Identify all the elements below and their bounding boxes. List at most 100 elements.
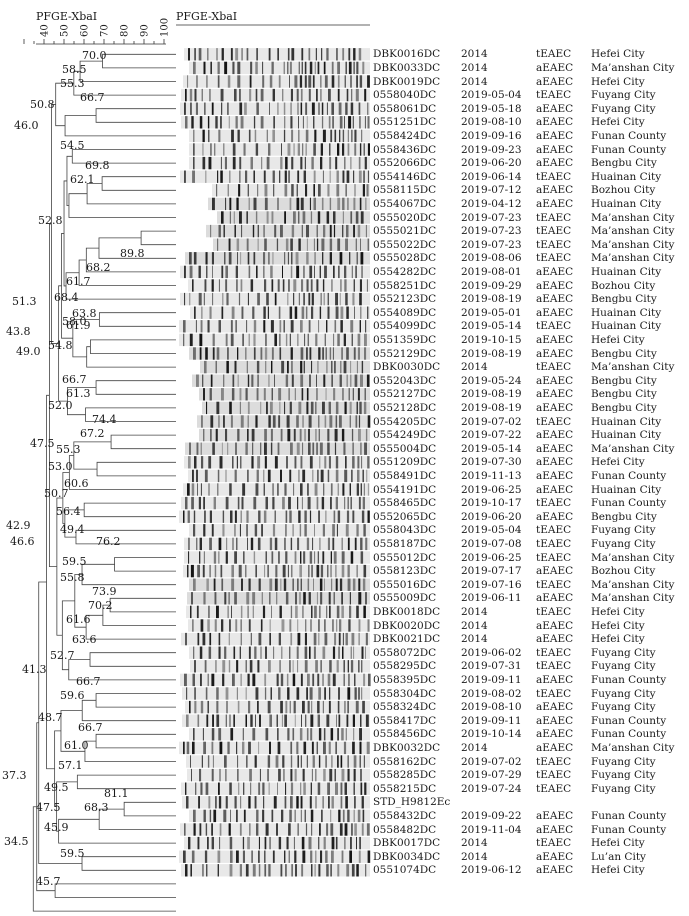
- gel-band: [246, 524, 248, 537]
- gel-band: [266, 129, 268, 143]
- gel-band: [322, 673, 324, 687]
- gel-band: [220, 88, 224, 102]
- gel-band: [276, 592, 278, 605]
- gel-band: [229, 197, 232, 211]
- node-similarity-label: 59.5: [60, 847, 85, 860]
- gel-band: [228, 632, 230, 646]
- dendrogram-branch: [54, 883, 176, 898]
- row-date: 2019-06-12: [461, 864, 522, 877]
- gel-band: [330, 823, 334, 836]
- gel-band: [294, 306, 298, 319]
- node-similarity-label: 62.1: [70, 173, 95, 186]
- gel-band: [241, 578, 243, 591]
- gel-band: [289, 646, 291, 659]
- gel-band: [253, 197, 257, 211]
- gel-band: [323, 483, 325, 496]
- gel-band: [329, 768, 333, 782]
- gel-band: [297, 496, 299, 510]
- gel-band: [324, 578, 325, 591]
- gel-band: [320, 660, 322, 673]
- gel-band: [270, 428, 273, 442]
- gel-band: [345, 61, 347, 75]
- gel-band: [277, 741, 281, 755]
- gel-band: [263, 796, 265, 809]
- gel-band: [229, 782, 232, 795]
- gel-band: [202, 632, 206, 646]
- gel-band: [257, 224, 259, 238]
- gel-band: [211, 673, 215, 687]
- gel-band: [358, 578, 361, 591]
- gel-band: [213, 496, 216, 510]
- gel-band: [291, 864, 293, 877]
- row-date: 2019-05-14: [461, 320, 522, 333]
- gel-lane: [182, 714, 370, 727]
- gel-band: [248, 741, 251, 755]
- gel-band: [317, 782, 321, 795]
- gel-band: [281, 619, 285, 632]
- gel-band: [329, 170, 331, 183]
- gel-band: [291, 252, 293, 265]
- gel-band: [365, 197, 367, 211]
- gel-band: [196, 605, 199, 619]
- row-type: tEAEC: [536, 211, 572, 224]
- gel-band: [303, 782, 306, 795]
- gel-band: [290, 755, 293, 768]
- gel-band: [212, 265, 213, 279]
- gel-band: [240, 619, 242, 632]
- gel-band: [263, 483, 265, 496]
- gel-band: [191, 768, 192, 782]
- dendrogram-branch: [63, 180, 67, 287]
- gel-band: [345, 456, 347, 469]
- gel-band: [269, 836, 271, 850]
- node-similarity-label: 59.5: [62, 555, 87, 568]
- gel-band: [301, 224, 303, 238]
- row-city: Funan County: [591, 129, 667, 142]
- gel-band: [329, 415, 333, 428]
- gel-band: [352, 714, 355, 727]
- gel-band: [237, 496, 240, 510]
- row-date: 2019-06-25: [461, 483, 522, 496]
- gel-band: [324, 415, 327, 428]
- dendrogram-branch: [96, 461, 176, 477]
- gel-band: [320, 75, 322, 88]
- gel-band: [347, 496, 349, 510]
- gel-band: [186, 796, 189, 809]
- gel-band: [224, 252, 226, 265]
- gel-band: [314, 524, 315, 537]
- gel-band: [268, 660, 271, 673]
- gel-band: [285, 782, 287, 795]
- gel-band: [294, 809, 296, 823]
- node-similarity-label: 54.5: [60, 139, 85, 152]
- gel-band: [245, 687, 247, 700]
- row-id: DBK0016DC: [373, 48, 441, 61]
- row-date: 2019-09-22: [461, 809, 522, 822]
- gel-band: [331, 578, 333, 591]
- node-similarity-label: 54.8: [48, 339, 73, 352]
- gel-band: [230, 320, 233, 333]
- row-id: 0558465DC: [373, 497, 437, 510]
- gel-band: [187, 75, 189, 88]
- node-similarity-label: 43.8: [6, 325, 31, 338]
- gel-band: [197, 836, 200, 850]
- gel-band: [354, 673, 356, 687]
- row-city: Bengbu City: [591, 374, 657, 387]
- gel-band: [271, 809, 274, 823]
- gel-band: [306, 347, 308, 360]
- gel-band: [274, 537, 278, 551]
- gel-band: [353, 646, 355, 659]
- gel-band: [225, 428, 228, 442]
- gel-band: [346, 374, 348, 387]
- gel-band: [347, 700, 349, 714]
- gel-band: [218, 796, 222, 809]
- gel-band: [185, 88, 187, 102]
- gel-band: [283, 102, 286, 115]
- gel-band: [237, 374, 239, 387]
- gel-band: [237, 129, 240, 143]
- gel-band: [220, 564, 223, 578]
- row-date: 2019-06-14: [461, 170, 522, 183]
- gel-band: [318, 320, 320, 333]
- gel-band: [202, 156, 206, 170]
- gel-band: [335, 836, 338, 850]
- gel-band: [367, 456, 370, 469]
- gel-band: [322, 796, 324, 809]
